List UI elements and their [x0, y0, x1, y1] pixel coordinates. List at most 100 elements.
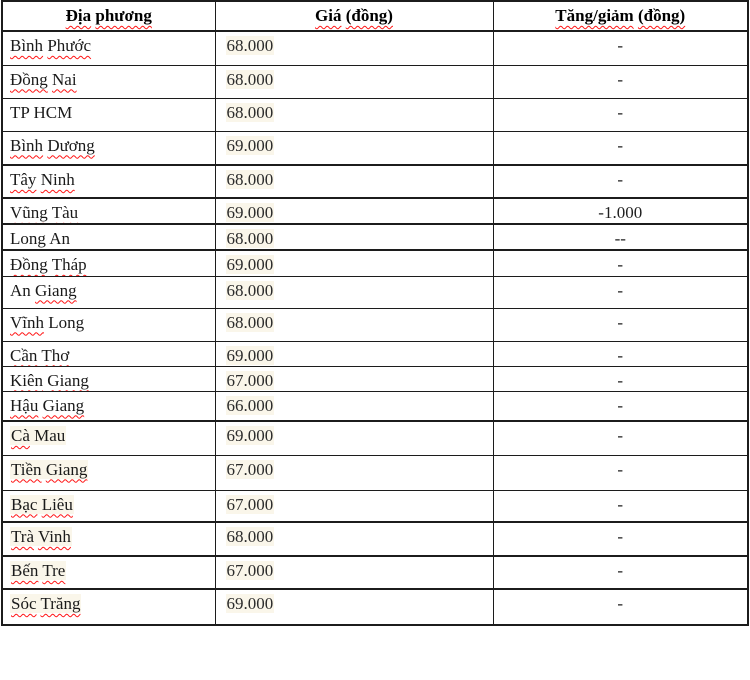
- location-name: Kiên Giang: [10, 371, 89, 390]
- word: Dương: [47, 135, 95, 155]
- location-cell: Bến Tre: [1, 555, 216, 590]
- change-cell: -: [492, 390, 749, 422]
- price-cell: 68.000: [214, 97, 494, 132]
- location-cell: Hậu Giang: [1, 390, 216, 422]
- price-value: 67.000: [225, 561, 275, 580]
- column-header-change: Tăng/giảm (đồng): [492, 0, 749, 32]
- change-cell: -: [492, 275, 749, 309]
- change-cell: -: [492, 489, 749, 523]
- price-cell: 68.000: [214, 223, 494, 251]
- location-name: Bình Phước: [10, 36, 91, 55]
- word: Giang: [35, 280, 77, 300]
- word: Long: [10, 229, 46, 248]
- table-row: Bình Dương 69.000 -: [1, 130, 749, 166]
- location-name: Vũng Tàu: [10, 203, 78, 222]
- table-row: Bến Tre 67.000 -: [1, 555, 749, 590]
- word: Long: [48, 312, 85, 332]
- price-cell: 67.000: [214, 555, 494, 590]
- location-cell: Sóc Trăng: [1, 588, 216, 626]
- change-cell: -1.000: [492, 197, 749, 225]
- price-cell: 69.000: [214, 130, 494, 166]
- change-cell: -: [492, 340, 749, 367]
- price-value: 68.000: [225, 36, 275, 55]
- table-row: Cần Thơ 69.000 -: [1, 340, 749, 367]
- change-cell: -: [492, 64, 749, 99]
- word: Bình: [10, 36, 44, 55]
- price-cell: 67.000: [214, 489, 494, 523]
- price-value: 69.000: [225, 426, 275, 445]
- price-cell: 68.000: [214, 275, 494, 309]
- table-row: Tiền Giang 67.000 -: [1, 454, 749, 491]
- table-row: Vĩnh Long 68.000 -: [1, 307, 749, 342]
- word: Vũng: [10, 203, 48, 222]
- location-cell: Vũng Tàu: [1, 197, 216, 225]
- word: Bạc: [11, 494, 38, 514]
- change-cell: -: [492, 97, 749, 132]
- change-cell: -: [492, 30, 749, 66]
- price-value: 69.000: [225, 255, 275, 274]
- location-name: Bến Tre: [10, 561, 67, 580]
- location-cell: Bình Phước: [1, 30, 216, 66]
- price-value: 67.000: [225, 494, 275, 514]
- word: (đồng): [345, 6, 393, 25]
- change-value: -: [617, 69, 624, 89]
- location-cell: An Giang: [1, 275, 216, 309]
- location-name: TP HCM: [10, 103, 72, 122]
- word: Giang: [45, 459, 88, 479]
- word: An: [49, 229, 70, 248]
- column-header-price: Giá (đồng): [214, 0, 494, 32]
- word: Vinh: [37, 527, 71, 546]
- change-value: -1.000: [598, 203, 643, 222]
- price-value: 68.000: [225, 280, 275, 300]
- change-cell: -: [492, 420, 749, 456]
- word: Tháp: [51, 255, 87, 274]
- location-cell: Đồng Tháp: [1, 249, 216, 277]
- price-value: 68.000: [225, 69, 275, 89]
- table-row: Bạc Liêu 67.000 -: [1, 489, 749, 523]
- word: Sóc: [11, 594, 37, 613]
- location-name: Tiền Giang: [10, 459, 89, 479]
- word: Tàu: [51, 203, 79, 222]
- location-name: Long An: [10, 229, 70, 248]
- change-cell: -: [492, 521, 749, 557]
- location-cell: Kiên Giang: [1, 365, 216, 392]
- location-name: Vĩnh Long: [10, 313, 84, 332]
- word: HCM: [33, 102, 73, 122]
- location-name: An Giang: [10, 281, 77, 300]
- word: Tre: [42, 561, 66, 580]
- change-value: -: [617, 370, 624, 390]
- change-cell: -: [492, 249, 749, 277]
- table-row: Bình Phước 68.000 -: [1, 30, 749, 66]
- price-cell: 68.000: [214, 30, 494, 66]
- word: Giá: [315, 6, 342, 25]
- location-cell: Bạc Liêu: [1, 489, 216, 523]
- word: Hậu: [10, 395, 39, 415]
- price-value: 68.000: [225, 527, 275, 546]
- location-cell: TP HCM: [1, 97, 216, 132]
- table-body: Bình Phước 68.000 - Đồng Nai 68.000 - TP HCM 68…: [1, 30, 749, 626]
- word: An: [10, 280, 31, 300]
- location-cell: Đồng Nai: [1, 64, 216, 99]
- price-cell: 69.000: [214, 197, 494, 225]
- price-value: 66.000: [225, 395, 275, 415]
- location-name: Sóc Trăng: [10, 594, 82, 613]
- column-header-location: Địa phương: [1, 0, 216, 32]
- price-cell: 67.000: [214, 454, 494, 491]
- price-cell: 66.000: [214, 390, 494, 422]
- table-row: Đồng Tháp 69.000 -: [1, 249, 749, 277]
- change-value: -: [617, 345, 624, 365]
- word: Bình: [10, 135, 44, 155]
- table-row: Kiên Giang 67.000 -: [1, 365, 749, 392]
- price-cell: 68.000: [214, 307, 494, 342]
- word: Cần: [10, 345, 38, 365]
- word: Bến: [11, 561, 39, 580]
- word: Đồng: [10, 69, 48, 89]
- change-value: --: [614, 229, 626, 248]
- word: Giang: [47, 370, 89, 390]
- location-cell: Bình Dương: [1, 130, 216, 166]
- change-cell: -: [492, 454, 749, 491]
- price-value: 68.000: [225, 229, 275, 248]
- change-value: -: [617, 594, 624, 613]
- word: Tăng/giảm: [555, 6, 634, 25]
